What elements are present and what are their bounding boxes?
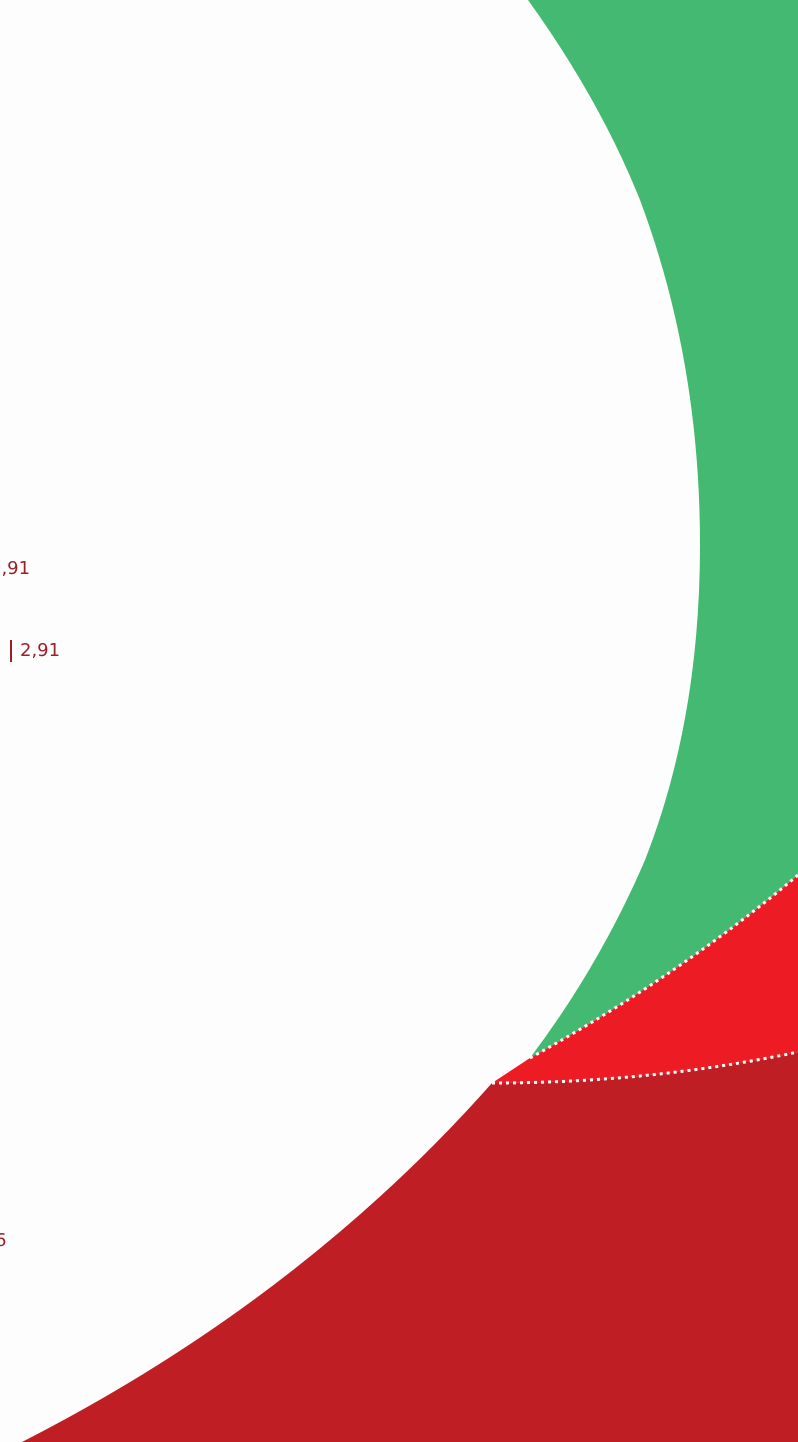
value-label-2: 6	[0, 1230, 7, 1251]
pie-slice-0	[528, 0, 798, 1058]
pie-slice-1	[492, 875, 798, 1083]
slice-divider-0	[529, 873, 798, 1060]
pie-slice-2	[22, 1052, 798, 1442]
value-label-0: 2,91	[0, 558, 31, 579]
value-label-1-leader	[10, 640, 12, 662]
value-label-1: 2,91	[20, 640, 61, 661]
slice-divider-1	[491, 1050, 798, 1085]
